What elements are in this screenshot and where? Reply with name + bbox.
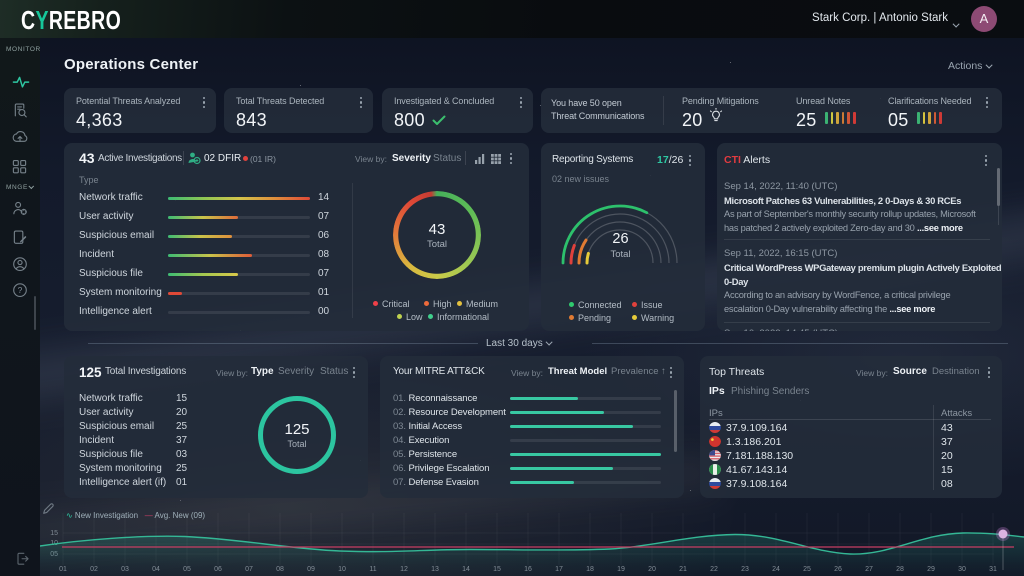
svg-text:?: ?	[18, 285, 23, 295]
